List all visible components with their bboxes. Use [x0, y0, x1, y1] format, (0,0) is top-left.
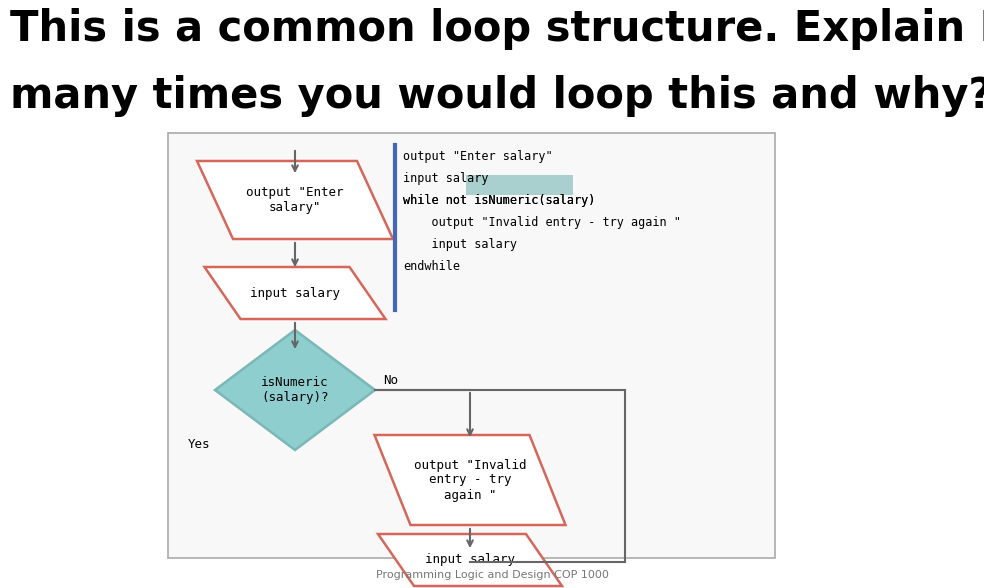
Text: output "Enter
salary": output "Enter salary"	[246, 186, 343, 214]
Bar	[168, 133, 775, 558]
Text: output "Enter salary": output "Enter salary"	[403, 150, 553, 163]
Text: input salary: input salary	[403, 172, 488, 185]
Text: input salary: input salary	[425, 553, 515, 566]
Text: Yes: Yes	[188, 439, 210, 452]
Text: Programming Logic and Design COP 1000: Programming Logic and Design COP 1000	[376, 570, 608, 580]
Text: output "Invalid
entry - try
again ": output "Invalid entry - try again "	[413, 459, 526, 502]
Text: input salary: input salary	[250, 286, 340, 299]
Polygon shape	[375, 435, 566, 525]
Polygon shape	[205, 267, 386, 319]
Text: endwhile: endwhile	[403, 260, 460, 273]
Polygon shape	[378, 534, 562, 586]
Polygon shape	[197, 161, 393, 239]
Text: output "Invalid entry - try again ": output "Invalid entry - try again "	[403, 216, 681, 229]
Text: isNumeric
(salary)?: isNumeric (salary)?	[261, 376, 329, 404]
Bar	[466, 175, 573, 195]
Text: while not isNumeric(salary): while not isNumeric(salary)	[403, 194, 595, 207]
Text: input salary: input salary	[403, 238, 517, 251]
Text: This is a common loop structure. Explain How: This is a common loop structure. Explain…	[10, 8, 984, 50]
Text: No: No	[383, 373, 398, 386]
Text: while not isNumeric(salary): while not isNumeric(salary)	[403, 194, 595, 207]
Polygon shape	[215, 330, 375, 450]
Text: many times you would loop this and why?: many times you would loop this and why?	[10, 75, 984, 117]
